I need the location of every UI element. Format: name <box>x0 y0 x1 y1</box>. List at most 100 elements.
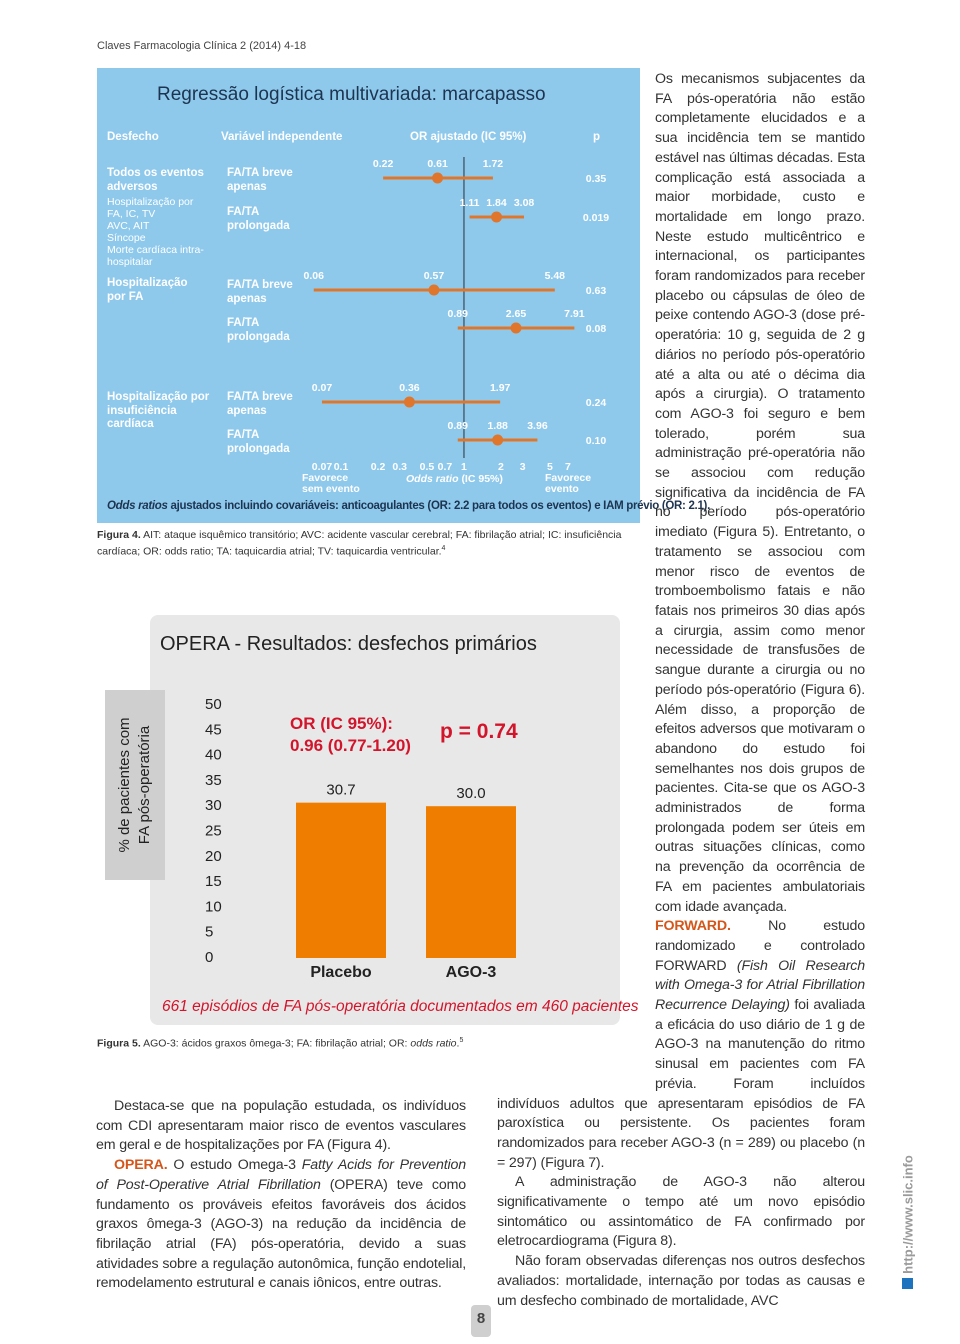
column-header: p <box>593 131 601 143</box>
x-label-italic: Odds ratio <box>406 473 459 485</box>
x-tick-label: 1 <box>461 461 467 473</box>
page-number: 8 <box>476 1310 486 1327</box>
y-label-band <box>105 690 165 880</box>
p-value: 0.24 <box>586 397 607 409</box>
detail: Síncope <box>107 232 146 244</box>
detail: AVC, AIT <box>107 220 150 232</box>
variable-label: FA/TA breve apenas <box>227 167 293 193</box>
caption-lead: Figura 5. <box>97 1037 141 1050</box>
variable-label: FA/TA breve apenas <box>227 279 293 305</box>
x-tick-label: 0.1 <box>334 461 349 473</box>
x-tick-label: 0.07 <box>312 461 333 473</box>
figure5-caption: Figura 5. AGO-3: ácidos graxos ômega-3; … <box>97 1034 463 1051</box>
text: No estudo randomizado e controlado FORWA… <box>655 918 865 974</box>
odds-ratio-marker <box>491 211 503 223</box>
or-annotation: OR (IC 95%): 0.96 (0.77-1.20) <box>290 713 411 757</box>
category-label: Placebo <box>310 964 372 981</box>
x-label: (IC 95%) <box>461 473 503 485</box>
page-number-box <box>471 1305 491 1337</box>
figure4-title: Regressão logística multivariada: marcap… <box>157 84 546 105</box>
variable-label: FA/TA breve apenas <box>227 391 293 417</box>
y-tick-label: 45 <box>205 721 222 738</box>
x-tick-label: 0.5 <box>420 461 435 473</box>
right-label: Favorece evento <box>545 472 592 495</box>
caption-ref: 5 <box>459 1037 464 1044</box>
left-label: Favorece sem evento <box>302 472 360 495</box>
odds-ratio-marker <box>428 284 440 296</box>
or-value: 0.96 (0.77-1.20) <box>290 736 411 755</box>
column-header: OR ajustado (IC 95%) <box>410 131 527 143</box>
paragraph: Destaca-se que na população estudada, os… <box>96 1098 466 1154</box>
text: (OPERA) teve como fundamento os provávei… <box>96 1176 466 1292</box>
p-value: 0.10 <box>586 435 607 447</box>
paragraph: Não foram observadas diferenças nos outr… <box>497 1253 865 1309</box>
category-label: AGO-3 <box>446 964 497 981</box>
odds-ratio-marker <box>432 172 444 184</box>
p-value: 0.35 <box>586 173 607 185</box>
p-value: 0.08 <box>586 323 607 335</box>
x-tick-label: 3 <box>520 461 526 473</box>
p-value: p = 0.74 <box>440 720 518 743</box>
paragraph: FORWARD. No estudo randomizado e control… <box>497 917 865 1173</box>
x-tick-label: 7 <box>565 461 571 473</box>
paragraph-lead: FORWARD. <box>655 918 731 935</box>
value-label: 0.36 <box>399 382 420 394</box>
text: O estudo Omega-3 <box>173 1157 296 1174</box>
right-column: Os mecanismos subjacentes da FA pós-oper… <box>497 70 865 1311</box>
group-label: Hospitalização por insuficiência cardíac… <box>107 391 210 430</box>
italic-text: Fatty Acids for Prevention of Post-Opera… <box>96 1157 466 1193</box>
footnote-italic: Odds ratios <box>107 500 168 512</box>
group-details: Hospitalização por FA, IC, TV AVC, AIT S… <box>107 196 207 268</box>
odds-ratio-marker <box>510 322 522 334</box>
odds-ratio-marker <box>492 434 504 446</box>
y-tick-label: 15 <box>205 873 222 890</box>
value-label: 0.06 <box>304 270 325 282</box>
figure4-panel <box>97 68 640 523</box>
text: foi avaliada a eficácia do uso diário de… <box>497 997 865 1171</box>
value-label: 3.08 <box>514 197 535 209</box>
footnote: Odds ratios ajustados incluindo covariáv… <box>107 500 710 512</box>
y-tick-label: 20 <box>205 848 222 865</box>
value-label: 1.88 <box>487 420 508 432</box>
left-column: Destaca-se que na população estudada, os… <box>96 1097 466 1294</box>
caption-ref: 4 <box>441 545 446 552</box>
figure4-caption: Figura 4. AIT: ataque isquêmico transitó… <box>97 529 642 559</box>
x-tick-label: 0.7 <box>438 461 453 473</box>
italic-text: (Fish Oil Research with Omega-3 for Atri… <box>655 957 865 1014</box>
y-tick-label: 50 <box>205 696 222 713</box>
variable-label: FA/TA prolongada <box>227 429 290 455</box>
x-tick-label: 0.2 <box>371 461 386 473</box>
value-label: 0.57 <box>424 270 445 282</box>
value-label: 0.61 <box>427 158 448 170</box>
figure5-note: 661 episódios de FA pós-operatória docum… <box>162 998 639 1015</box>
y-tick-label: 5 <box>205 924 213 941</box>
group-label: Hospitalização por FA <box>107 277 188 303</box>
figure5-title: OPERA - Resultados: desfechos primários <box>160 633 537 655</box>
footnote-text: ajustados incluindo covariáveis: anticoa… <box>170 500 711 512</box>
value-label: 30.0 <box>456 785 485 802</box>
y-tick-label: 25 <box>205 822 222 839</box>
value-label: 1.97 <box>490 382 511 394</box>
value-label: 0.89 <box>448 420 469 432</box>
column-header: Variável independente <box>221 131 343 143</box>
variable-label: FA/TA prolongada <box>227 206 290 232</box>
y-tick-label: 10 <box>205 898 222 915</box>
paragraph-lead: OPERA. <box>114 1157 168 1174</box>
column-header: Desfecho <box>107 131 159 143</box>
group-label: Todos os eventos adversos <box>107 167 204 193</box>
detail: Morte cardíaca intra-hospitalar <box>107 244 204 268</box>
p-value: 0.019 <box>583 212 609 224</box>
y-tick-label: 40 <box>205 747 222 764</box>
y-tick-label: 30 <box>205 797 222 814</box>
y-tick-label: 35 <box>205 772 222 789</box>
value-label: 7.91 <box>564 308 585 320</box>
site-mark <box>902 1278 913 1289</box>
value-label: 3.96 <box>527 420 548 432</box>
x-axis-label: Odds ratio (IC 95%) <box>406 473 503 487</box>
value-label: 1.84 <box>486 197 507 209</box>
bar <box>426 806 516 958</box>
caption-text: AGO-3: ácidos graxos ômega-3; FA: fibril… <box>143 1037 408 1050</box>
value-label: 1.72 <box>483 158 504 170</box>
